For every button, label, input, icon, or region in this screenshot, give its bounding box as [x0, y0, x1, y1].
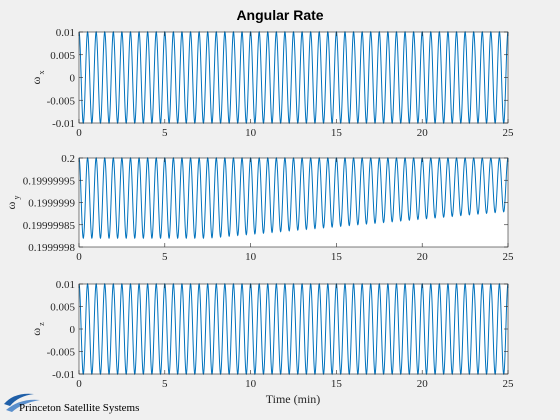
y-tick-label: 0.01	[56, 279, 75, 291]
x-tick-label: 20	[417, 251, 429, 263]
y-tick-label: 0.2	[61, 153, 75, 165]
plot-area	[79, 158, 508, 247]
logo-text: Princeton Satellite Systems	[19, 402, 139, 414]
y-tick-label: 0	[70, 73, 76, 85]
y-tick-label: 0.19999985	[23, 220, 76, 232]
plot-area	[79, 32, 508, 123]
x-tick-label: 0	[76, 378, 82, 390]
y-tick-label: 0.005	[50, 302, 75, 314]
y-tick-label: -0.005	[47, 95, 76, 107]
x-tick-label: 15	[331, 127, 343, 139]
x-tick-label: 10	[245, 251, 257, 263]
y-tick-label: -0.005	[47, 347, 76, 359]
y-tick-label: 0	[70, 324, 76, 336]
x-tick-label: 15	[331, 251, 343, 263]
x-tick-label: 25	[503, 251, 515, 263]
x-axis-label: Time (min)	[266, 392, 321, 406]
y-tick-label: -0.01	[52, 369, 75, 381]
chart-title: Angular Rate	[236, 7, 323, 23]
x-tick-label: 0	[76, 251, 82, 263]
x-tick-label: 5	[162, 127, 168, 139]
y-tick-label: -0.01	[52, 118, 75, 130]
x-tick-label: 5	[162, 251, 168, 263]
y-tick-label: 0.19999995	[23, 175, 76, 187]
y-tick-label: 0.1999999	[28, 198, 75, 210]
y-tick-label: 0.1999998	[28, 242, 75, 254]
x-tick-label: 15	[331, 378, 343, 390]
x-tick-label: 5	[162, 378, 168, 390]
plot-area	[79, 284, 508, 374]
x-tick-label: 25	[503, 127, 515, 139]
x-tick-label: 20	[417, 378, 429, 390]
x-tick-label: 25	[503, 378, 515, 390]
y-tick-label: 0.01	[56, 27, 75, 39]
x-tick-label: 10	[245, 378, 257, 390]
subplot-2: 0 5 10 15 20 25 0.1999998 0.19999985 0.1999999 0.…	[4, 153, 514, 263]
x-tick-label: 0	[76, 127, 82, 139]
x-tick-label: 10	[245, 127, 257, 139]
x-tick-label: 20	[417, 127, 429, 139]
y-tick-label: 0.005	[50, 50, 75, 62]
